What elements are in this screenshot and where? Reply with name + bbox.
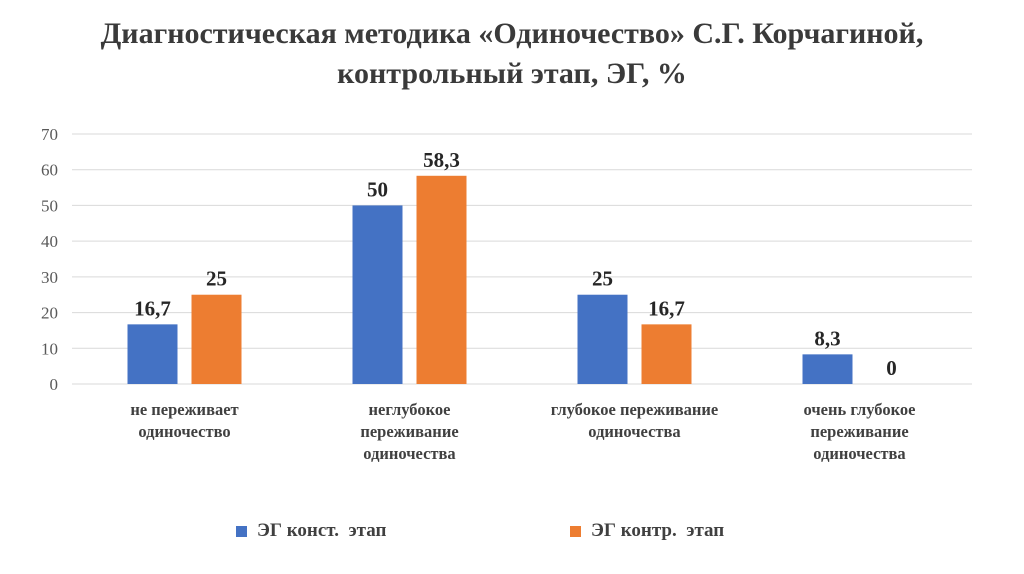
data-label-series-1-cat-2: 50 <box>367 177 388 201</box>
x-category-label-line: одиночества <box>588 422 681 441</box>
data-label-series-1-cat-1: 16,7 <box>134 296 171 320</box>
y-tick-label: 20 <box>41 304 58 323</box>
bar-series-2-cat-1 <box>191 294 242 384</box>
bar-series-1-cat-1 <box>127 324 178 384</box>
data-label-series-2-cat-3: 16,7 <box>648 296 685 320</box>
legend-item-series-1: ЭГ конст. этап <box>236 520 386 542</box>
bar-series-1-cat-2 <box>352 205 403 384</box>
chart-title-line-1: Диагностическая методика «Одиночество» С… <box>100 17 924 50</box>
x-category-label-3: глубокое переживание одиночества <box>530 399 740 443</box>
chart-title-line-2: контрольный этап, ЭГ, % <box>337 57 687 90</box>
data-label-series-2-cat-2: 58,3 <box>423 148 460 172</box>
x-category-label-line: переживание <box>360 422 459 441</box>
x-category-label-line: неглубокое <box>368 400 451 419</box>
bar-series-1-cat-4 <box>802 354 853 384</box>
x-category-label-4: очень глубокое переживание одиночества <box>755 399 965 465</box>
legend-item-series-2: ЭГ контр. этап <box>570 520 724 542</box>
y-tick-label: 50 <box>41 196 58 215</box>
data-label-series-2-cat-1: 25 <box>206 267 227 291</box>
bar-series-2-cat-3 <box>641 324 692 384</box>
x-category-label-1: не переживает одиночество <box>80 399 290 443</box>
x-category-label-line: одиночества <box>363 444 456 463</box>
chart-title: Диагностическая методика «Одиночество» С… <box>0 14 1024 94</box>
y-tick-label: 40 <box>41 232 58 251</box>
data-label-series-1-cat-3: 25 <box>592 267 613 291</box>
legend-label-series-2: ЭГ контр. этап <box>591 520 725 541</box>
x-category-label-line: одиночество <box>138 422 231 441</box>
legend-swatch-series-2 <box>570 525 581 537</box>
data-label-series-2-cat-4: 0 <box>886 356 897 380</box>
y-tick-label: 60 <box>41 161 58 180</box>
x-category-label-2: неглубокое переживание одиночества <box>305 399 515 465</box>
y-tick-label: 70 <box>41 125 58 144</box>
legend-swatch-series-1 <box>236 525 247 537</box>
y-tick-label: 0 <box>50 375 59 394</box>
data-label-series-1-cat-4: 8,3 <box>814 326 840 350</box>
bar-series-2-cat-2 <box>416 175 467 384</box>
y-tick-label: 10 <box>41 339 58 358</box>
bar-series-1-cat-3 <box>577 294 628 384</box>
x-category-label-line: не переживает <box>130 400 239 419</box>
legend: ЭГ конст. этап ЭГ контр. этап <box>0 520 1024 550</box>
x-category-label-line: переживание <box>810 422 909 441</box>
x-category-label-line: глубокое переживание <box>550 400 719 419</box>
x-category-label-line: очень глубокое <box>803 400 916 419</box>
y-tick-label: 30 <box>41 268 58 287</box>
legend-label-series-1: ЭГ конст. этап <box>257 520 387 541</box>
x-category-label-line: одиночества <box>813 444 906 463</box>
